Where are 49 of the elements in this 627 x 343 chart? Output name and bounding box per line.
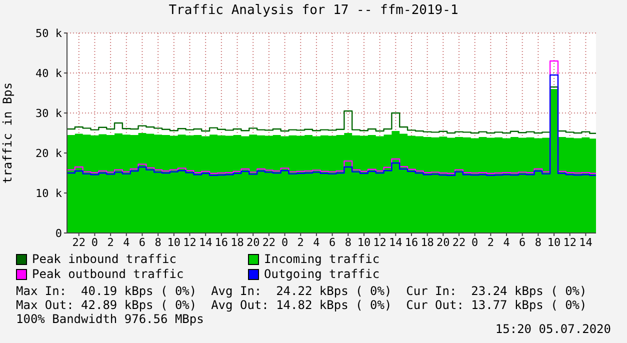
x-tick-label: 12	[373, 236, 386, 249]
x-tick-label: 6	[519, 236, 526, 249]
x-tick-label: 12	[563, 236, 576, 249]
x-tick-label: 20	[436, 236, 450, 249]
x-tick-label: 22	[452, 236, 466, 249]
x-tick-label: 4	[123, 236, 130, 249]
x-tick-label: 10	[547, 236, 561, 249]
x-tick-label: 2	[487, 236, 494, 249]
x-tick-label: 18	[230, 236, 244, 249]
x-tick-label: 8	[534, 236, 542, 249]
x-tick-label: 10	[357, 236, 371, 249]
legend-label: Peak outbound traffic	[31, 267, 185, 281]
x-tick-label: 0	[472, 236, 478, 249]
y-tick-label: 20 k	[36, 146, 62, 160]
x-tick-label: 16	[404, 236, 418, 249]
y-tick-label: 30 k	[36, 106, 62, 120]
x-tick-label: 14	[198, 236, 213, 249]
x-tick-label: 16	[214, 236, 228, 249]
x-tick-label: 20	[246, 236, 260, 249]
y-tick-label: 10 k	[36, 186, 62, 200]
y-tick-label: 50 k	[36, 26, 62, 40]
x-tick-label: 8	[344, 236, 352, 249]
text: Max Out: 42.89 kBps ( 0%) Avg Out: 14.82 kBps ( 0%) Cur Out: 13.77 kBps ( 0%)	[16, 298, 587, 312]
x-tick-label: 10	[167, 236, 181, 249]
text: Max In: 40.19 kBps ( 0%) Avg In: 24.22 kBps ( 0%) Cur In: 23.24 kBps ( 0%)	[16, 284, 587, 298]
legend-label: Incoming traffic	[263, 252, 381, 266]
x-tick-label: 8	[154, 236, 162, 249]
legend-label: Outgoing traffic	[263, 267, 381, 281]
text: 15:20 05.07.2020	[495, 322, 611, 336]
y-axis-title: traffic in Bps	[0, 82, 14, 184]
x-tick-label: 18	[420, 236, 434, 249]
x-tick-label: 0	[281, 236, 288, 249]
legend-label: Peak inbound traffic	[31, 252, 178, 266]
y-tick-label: 40 k	[36, 66, 62, 80]
text: 100% Bandwidth 976.56 MBps	[16, 312, 204, 326]
x-tick-label: 0	[91, 236, 98, 249]
x-tick-label: 4	[503, 236, 510, 249]
x-tick-label: 2	[297, 236, 304, 249]
x-tick-label: 6	[328, 236, 336, 249]
x-tick-label: 22	[262, 236, 276, 249]
x-tick-label: 6	[138, 236, 146, 249]
x-tick-label: 2	[107, 236, 114, 249]
chart-title: Traffic Analysis for 17 -- ffm-2019-1	[168, 3, 460, 18]
x-tick-label: 22	[72, 236, 86, 249]
x-tick-label: 12	[183, 236, 196, 249]
x-tick-label: 14	[579, 236, 593, 249]
x-tick-label: 14	[389, 236, 403, 249]
x-tick-label: 4	[313, 236, 320, 249]
y-tick-label: 0	[55, 226, 62, 240]
